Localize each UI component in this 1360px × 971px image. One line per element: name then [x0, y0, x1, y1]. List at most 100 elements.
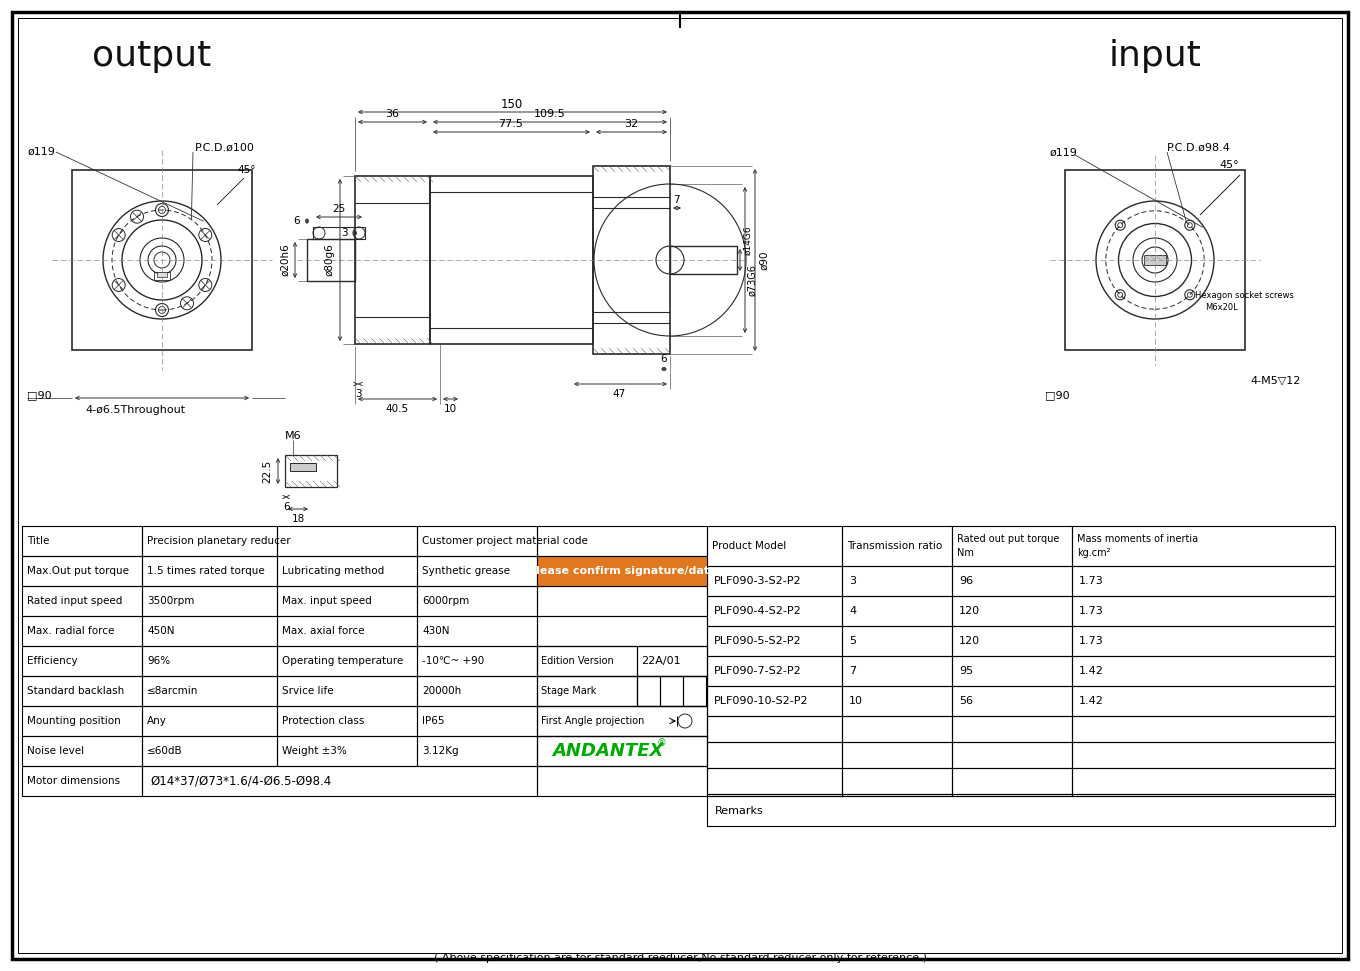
Text: Max. input speed: Max. input speed	[282, 596, 371, 606]
Text: 25: 25	[332, 204, 345, 214]
Text: 3: 3	[355, 389, 362, 399]
Bar	[141, 676, 277, 706]
Text: M6: M6	[286, 431, 302, 441]
Text: 77.5: 77.5	[499, 119, 524, 129]
Text: ®: ®	[657, 738, 666, 748]
Text: Remarks: Remarks	[715, 806, 764, 816]
Text: Max. axial force: Max. axial force	[282, 626, 364, 636]
Text: 109.5: 109.5	[534, 109, 566, 119]
Bar	[537, 646, 636, 676]
Text: 450N: 450N	[147, 626, 174, 636]
Bar	[1144, 255, 1166, 265]
Bar	[842, 656, 952, 686]
Text: 40.5: 40.5	[385, 404, 408, 414]
Bar	[952, 768, 1072, 794]
Text: 96: 96	[959, 576, 974, 586]
Text: 120: 120	[959, 606, 981, 616]
Bar	[952, 526, 1072, 566]
Bar	[22, 616, 141, 646]
Text: M6x20L: M6x20L	[1205, 303, 1238, 312]
Bar	[707, 796, 1336, 826]
Text: P.C.D.ø100: P.C.D.ø100	[194, 143, 254, 153]
Bar	[670, 246, 737, 274]
Bar	[307, 239, 355, 281]
Text: Stage Mark: Stage Mark	[541, 686, 597, 696]
Bar	[952, 656, 1072, 686]
Text: PLF090-5-S2-P2: PLF090-5-S2-P2	[714, 636, 801, 646]
Text: Transmission ratio: Transmission ratio	[847, 541, 942, 551]
Text: Ø14*37/Ø73*1.6/4-Ø6.5-Ø98.4: Ø14*37/Ø73*1.6/4-Ø6.5-Ø98.4	[150, 775, 332, 787]
Text: 1.42: 1.42	[1078, 696, 1104, 706]
Bar	[660, 676, 683, 706]
Bar	[636, 676, 707, 706]
Text: -10℃~ +90: -10℃~ +90	[422, 656, 484, 666]
Bar	[22, 526, 141, 556]
Bar	[1072, 566, 1336, 596]
Text: 4-M5▽12: 4-M5▽12	[1250, 375, 1300, 385]
Bar	[952, 716, 1072, 742]
Bar	[277, 676, 418, 706]
Bar	[952, 596, 1072, 626]
Text: 3500rpm: 3500rpm	[147, 596, 194, 606]
Text: 96%: 96%	[147, 656, 170, 666]
Text: Edition Version: Edition Version	[541, 656, 613, 666]
Text: 10: 10	[443, 404, 457, 414]
Bar	[141, 736, 277, 766]
Text: ≤8arcmin: ≤8arcmin	[147, 686, 199, 696]
Text: 150: 150	[500, 97, 524, 111]
Text: First Angle projection: First Angle projection	[541, 716, 645, 726]
Bar	[418, 586, 537, 616]
Text: 6: 6	[661, 354, 668, 364]
Text: Mounting position: Mounting position	[27, 716, 121, 726]
Bar	[707, 526, 842, 566]
Text: Noise level: Noise level	[27, 746, 84, 756]
Bar	[418, 616, 537, 646]
Text: 1.73: 1.73	[1078, 576, 1104, 586]
Text: Any: Any	[147, 716, 167, 726]
Bar	[141, 646, 277, 676]
Text: 32: 32	[624, 119, 638, 129]
Text: Precision planetary reducer: Precision planetary reducer	[147, 536, 291, 546]
Text: ( Above specification are for standard reeducer,No standard reducer only for ref: ( Above specification are for standard r…	[434, 953, 926, 963]
Text: Rated input speed: Rated input speed	[27, 596, 122, 606]
Text: Max.Out put torque: Max.Out put torque	[27, 566, 129, 576]
Text: 56: 56	[959, 696, 972, 706]
Bar	[1072, 716, 1336, 742]
Text: 1.5 times rated torque: 1.5 times rated torque	[147, 566, 265, 576]
Text: 22.5: 22.5	[262, 459, 272, 483]
Bar	[72, 170, 252, 350]
Text: 10: 10	[849, 696, 864, 706]
Bar	[22, 736, 141, 766]
Bar	[952, 686, 1072, 716]
Bar	[842, 626, 952, 656]
Text: 36: 36	[385, 109, 398, 119]
Bar	[22, 766, 141, 796]
Bar	[141, 556, 277, 586]
Text: 120: 120	[959, 636, 981, 646]
Text: ANDANTEX: ANDANTEX	[552, 742, 664, 760]
Text: IP65: IP65	[422, 716, 445, 726]
Text: PLF090-3-S2-P2: PLF090-3-S2-P2	[714, 576, 801, 586]
Text: Operating temperature: Operating temperature	[282, 656, 404, 666]
Bar	[1072, 526, 1336, 566]
Bar	[952, 742, 1072, 768]
Bar	[707, 686, 842, 716]
Bar	[1072, 794, 1336, 796]
Text: P.C.D.ø98.4: P.C.D.ø98.4	[1167, 143, 1231, 153]
Text: 7: 7	[673, 195, 679, 205]
Bar	[277, 556, 418, 586]
Bar	[1065, 170, 1244, 350]
Bar	[1072, 686, 1336, 716]
Text: Rated out put torque: Rated out put torque	[957, 534, 1059, 544]
Bar	[593, 166, 670, 354]
Bar	[952, 626, 1072, 656]
Bar	[707, 768, 842, 794]
Bar	[22, 676, 141, 706]
Bar	[430, 176, 593, 344]
Bar	[141, 766, 537, 796]
Bar	[154, 272, 170, 280]
Bar	[355, 176, 430, 344]
Text: 5: 5	[849, 636, 855, 646]
Text: 22A/01: 22A/01	[641, 656, 680, 666]
Bar	[418, 526, 537, 556]
